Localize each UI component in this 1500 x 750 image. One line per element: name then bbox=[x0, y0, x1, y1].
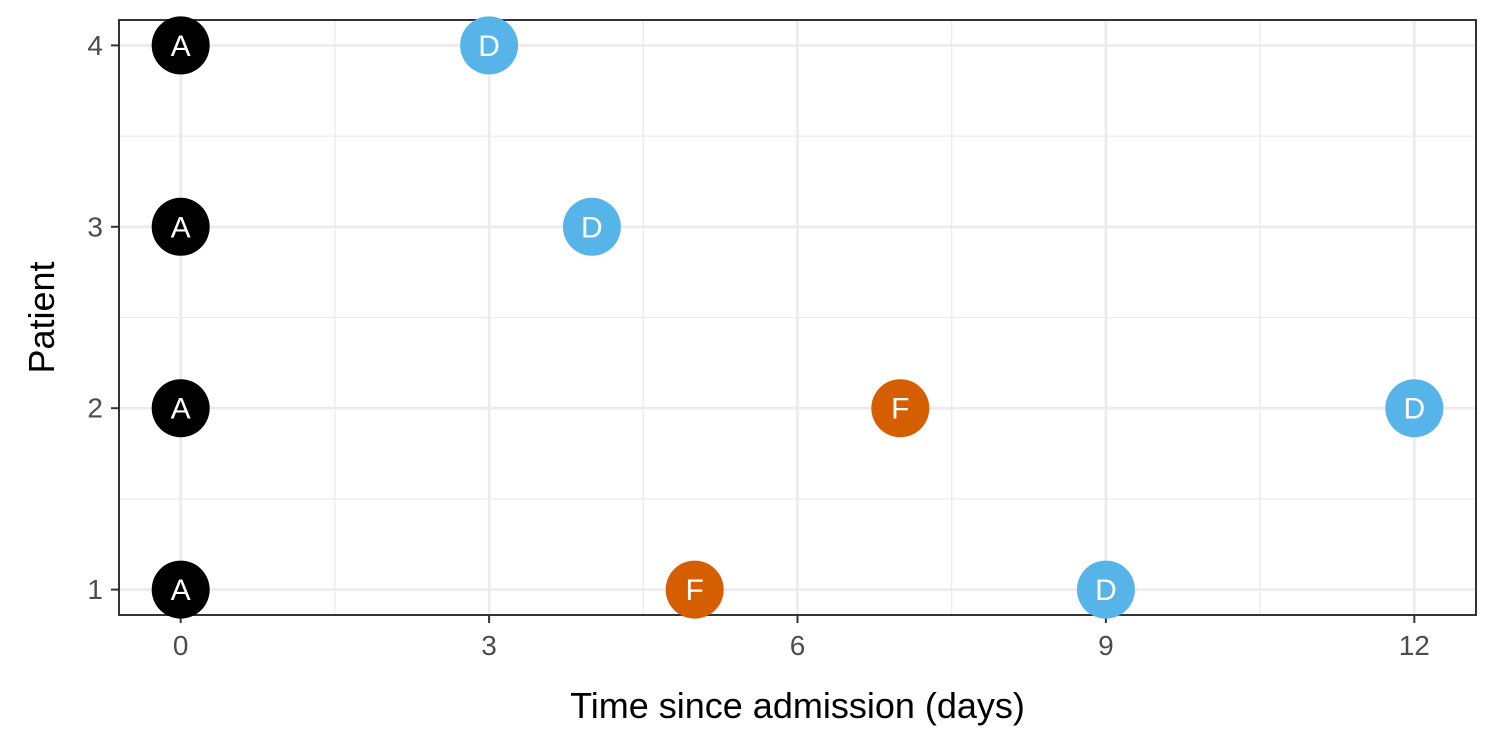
y-tick-label: 1 bbox=[87, 574, 103, 605]
x-axis-title: Time since admission (days) bbox=[570, 685, 1025, 726]
data-point bbox=[151, 197, 210, 256]
data-point-label: D bbox=[478, 30, 500, 63]
data-point bbox=[665, 560, 724, 619]
data-point bbox=[151, 379, 210, 438]
y-tick-label: 3 bbox=[87, 211, 103, 242]
data-point bbox=[460, 16, 519, 75]
data-point bbox=[562, 197, 621, 256]
y-tick-label: 4 bbox=[87, 30, 103, 61]
data-point-label: A bbox=[171, 30, 191, 63]
x-tick-label: 12 bbox=[1399, 630, 1430, 661]
x-tick-label: 3 bbox=[481, 630, 497, 661]
data-point-label: A bbox=[171, 574, 191, 607]
data-point bbox=[871, 379, 930, 438]
data-point bbox=[1076, 560, 1135, 619]
data-point-label: F bbox=[891, 393, 909, 426]
data-point-label: D bbox=[1403, 393, 1425, 426]
y-tick-label: 2 bbox=[87, 393, 103, 424]
data-point bbox=[151, 560, 210, 619]
x-tick-label: 9 bbox=[1098, 630, 1114, 661]
data-point-label: F bbox=[686, 574, 704, 607]
y-axis-title: Patient bbox=[21, 261, 62, 373]
x-tick-label: 0 bbox=[173, 630, 189, 661]
x-tick-label: 6 bbox=[790, 630, 806, 661]
data-points: A F D A F D A D A D bbox=[151, 16, 1444, 619]
data-point-label: A bbox=[171, 393, 191, 426]
data-point-label: A bbox=[171, 211, 191, 244]
data-point-label: D bbox=[581, 211, 603, 244]
grid-lines bbox=[119, 20, 1476, 615]
data-point bbox=[1385, 379, 1444, 438]
data-point-label: D bbox=[1095, 574, 1117, 607]
data-point bbox=[151, 16, 210, 75]
